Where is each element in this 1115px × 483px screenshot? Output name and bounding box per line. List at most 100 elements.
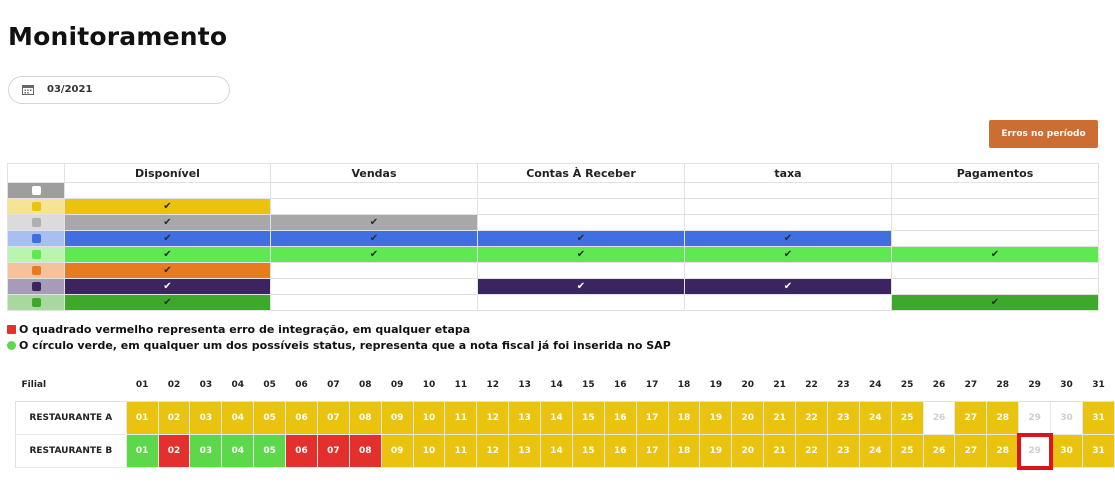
day-cell[interactable]: 24 (858, 401, 892, 435)
day-header: 14 (540, 369, 573, 402)
day-cell[interactable]: 23 (826, 401, 860, 435)
day-header: 06 (285, 369, 318, 402)
status-cell: ✔ (684, 230, 892, 247)
day-cell[interactable]: 21 (763, 401, 797, 435)
day-cell[interactable]: 27 (954, 401, 988, 435)
status-cell (684, 214, 892, 231)
period-picker[interactable]: 03/2021 (8, 76, 230, 104)
day-header: 10 (413, 369, 445, 402)
status-cell: ✔ (270, 246, 478, 263)
check-icon: ✔ (163, 297, 172, 308)
day-header: 22 (795, 369, 828, 402)
day-cell[interactable]: 25 (890, 434, 924, 468)
day-cell[interactable]: 13 (508, 401, 542, 435)
day-cell[interactable]: 24 (858, 434, 892, 468)
day-cell[interactable]: 14 (540, 434, 573, 468)
day-cell[interactable]: 04 (221, 401, 255, 435)
day-cell[interactable]: 30 (1050, 434, 1083, 468)
day-header: 09 (381, 369, 414, 402)
day-cell[interactable]: 01 (125, 401, 159, 435)
day-cell[interactable]: 09 (380, 401, 414, 435)
day-cell[interactable]: 26 (922, 434, 956, 468)
status-color-square-icon (31, 249, 41, 259)
day-cell[interactable]: 16 (603, 401, 637, 435)
day-cell[interactable]: 11 (444, 434, 478, 468)
day-cell[interactable]: 21 (763, 434, 797, 468)
status-legend-cell (7, 278, 65, 295)
status-cell (270, 294, 478, 311)
day-header: 07 (317, 369, 350, 402)
day-cell[interactable]: 12 (476, 434, 510, 468)
day-header: 19 (699, 369, 732, 402)
day-cell[interactable]: 15 (571, 434, 605, 468)
day-cell[interactable]: 08 (348, 434, 382, 468)
branch-row: RESTAURANTE A 01 02 03 04 05 06 07 08 09 10 11 12 13 1… (15, 401, 1115, 435)
day-cell[interactable]: 18 (667, 401, 701, 435)
day-cell[interactable]: 13 (508, 434, 542, 468)
day-cell[interactable]: 10 (412, 434, 446, 468)
day-cell[interactable]: 31 (1081, 401, 1115, 435)
status-cell: ✔ (477, 278, 685, 295)
day-cell-highlighted[interactable]: 29 (1016, 432, 1053, 470)
day-header: 31 (1082, 369, 1115, 402)
day-cell[interactable]: 02 (157, 401, 191, 435)
day-cell[interactable]: 25 (890, 401, 924, 435)
day-header: 28 (986, 369, 1019, 402)
status-cell (477, 214, 685, 231)
day-header: 01 (126, 369, 159, 402)
day-header: 24 (859, 369, 892, 402)
status-cell (270, 182, 478, 199)
status-cell: ✔ (270, 230, 478, 247)
day-cell[interactable]: 22 (795, 401, 828, 435)
day-cell[interactable]: 01 (125, 434, 159, 468)
day-cell[interactable]: 23 (826, 434, 860, 468)
day-cell[interactable]: 20 (731, 434, 765, 468)
day-cell[interactable]: 12 (476, 401, 510, 435)
day-cell[interactable]: 31 (1081, 434, 1115, 468)
status-cell: ✔ (891, 294, 1099, 311)
day-cell[interactable]: 30 (1050, 401, 1083, 435)
day-cell[interactable]: 02 (157, 434, 191, 468)
day-cell[interactable]: 09 (380, 434, 414, 468)
day-cell[interactable]: 17 (635, 434, 669, 468)
day-cell[interactable]: 08 (348, 401, 382, 435)
day-cell[interactable]: 26 (922, 401, 956, 435)
day-cell[interactable]: 03 (189, 401, 223, 435)
day-cell[interactable]: 10 (412, 401, 446, 435)
day-cell[interactable]: 17 (635, 401, 669, 435)
day-cell[interactable]: 20 (731, 401, 765, 435)
status-cell (891, 182, 1099, 199)
day-header: 13 (508, 369, 541, 402)
day-cell[interactable]: 15 (571, 401, 605, 435)
day-cell[interactable]: 05 (253, 401, 287, 435)
legend-red: O quadrado vermelho representa erro de i… (7, 323, 470, 336)
day-cell[interactable]: 19 (699, 434, 733, 468)
green-circle-icon (7, 341, 16, 350)
red-square-icon (7, 325, 16, 334)
day-cell[interactable]: 04 (221, 434, 255, 468)
day-cell[interactable]: 27 (954, 434, 988, 468)
errors-in-period-button[interactable]: Erros no período (989, 120, 1098, 148)
status-legend-cell (7, 198, 65, 215)
day-cell[interactable]: 06 (285, 401, 318, 435)
check-icon: ✔ (783, 249, 793, 260)
day-cell[interactable]: 16 (603, 434, 637, 468)
day-header: 27 (954, 369, 987, 402)
day-cell[interactable]: 06 (285, 434, 318, 468)
status-color-square-icon (31, 217, 41, 227)
day-cell[interactable]: 03 (189, 434, 223, 468)
day-cell[interactable]: 28 (986, 401, 1020, 435)
day-cell[interactable]: 28 (986, 434, 1020, 468)
day-cell[interactable]: 22 (795, 434, 828, 468)
day-cell[interactable]: 11 (444, 401, 478, 435)
day-cell[interactable]: 07 (316, 434, 350, 468)
day-cell[interactable]: 05 (253, 434, 287, 468)
day-cell[interactable]: 07 (316, 401, 350, 435)
day-cell[interactable]: 14 (540, 401, 573, 435)
day-cell[interactable]: 18 (667, 434, 701, 468)
legend-red-text: O quadrado vermelho representa erro de i… (19, 323, 471, 336)
status-col-header: Pagamentos (891, 163, 1099, 183)
day-cell[interactable]: 19 (699, 401, 733, 435)
day-cell[interactable]: 29 (1018, 401, 1052, 435)
status-cell (684, 182, 892, 199)
